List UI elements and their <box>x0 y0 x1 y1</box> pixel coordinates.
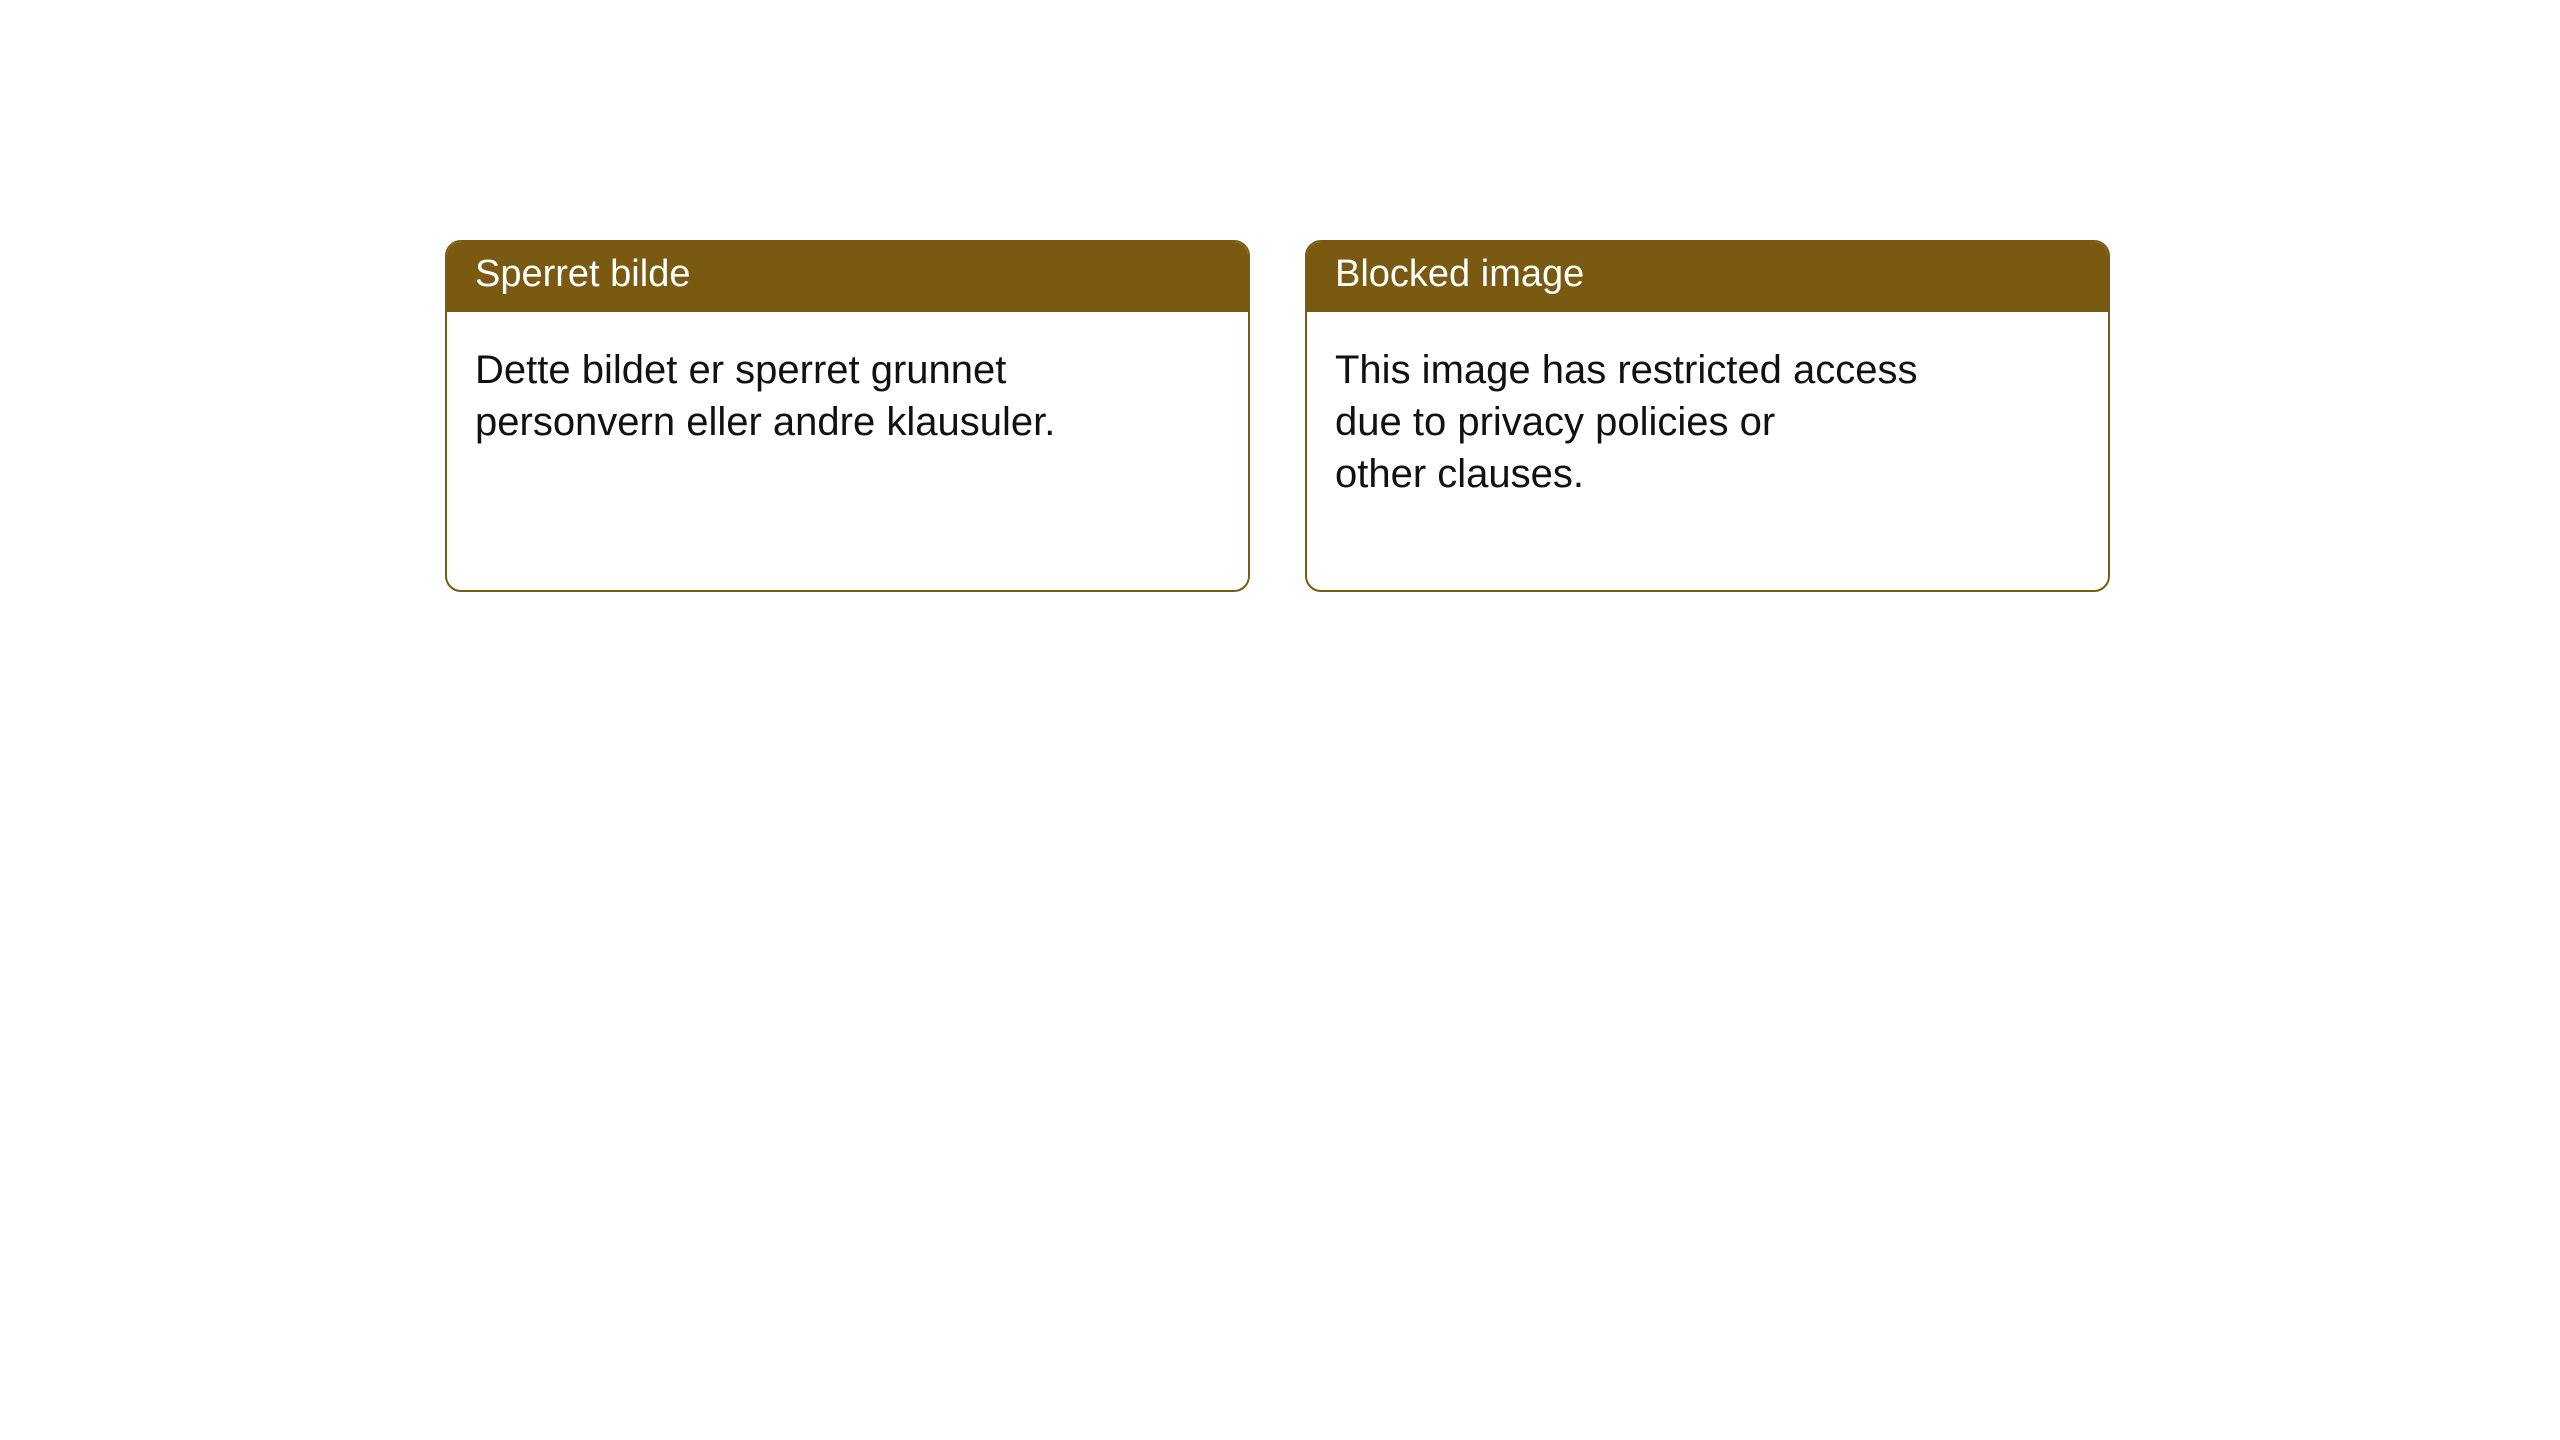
notice-box-no: Sperret bilde Dette bildet er sperret gr… <box>445 240 1250 592</box>
notice-container: Sperret bilde Dette bildet er sperret gr… <box>0 0 2560 592</box>
notice-body-en: This image has restricted access due to … <box>1307 312 1987 590</box>
notice-body-no: Dette bildet er sperret grunnet personve… <box>447 312 1127 538</box>
notice-box-en: Blocked image This image has restricted … <box>1305 240 2110 592</box>
notice-title-no: Sperret bilde <box>447 242 1248 312</box>
notice-title-en: Blocked image <box>1307 242 2108 312</box>
